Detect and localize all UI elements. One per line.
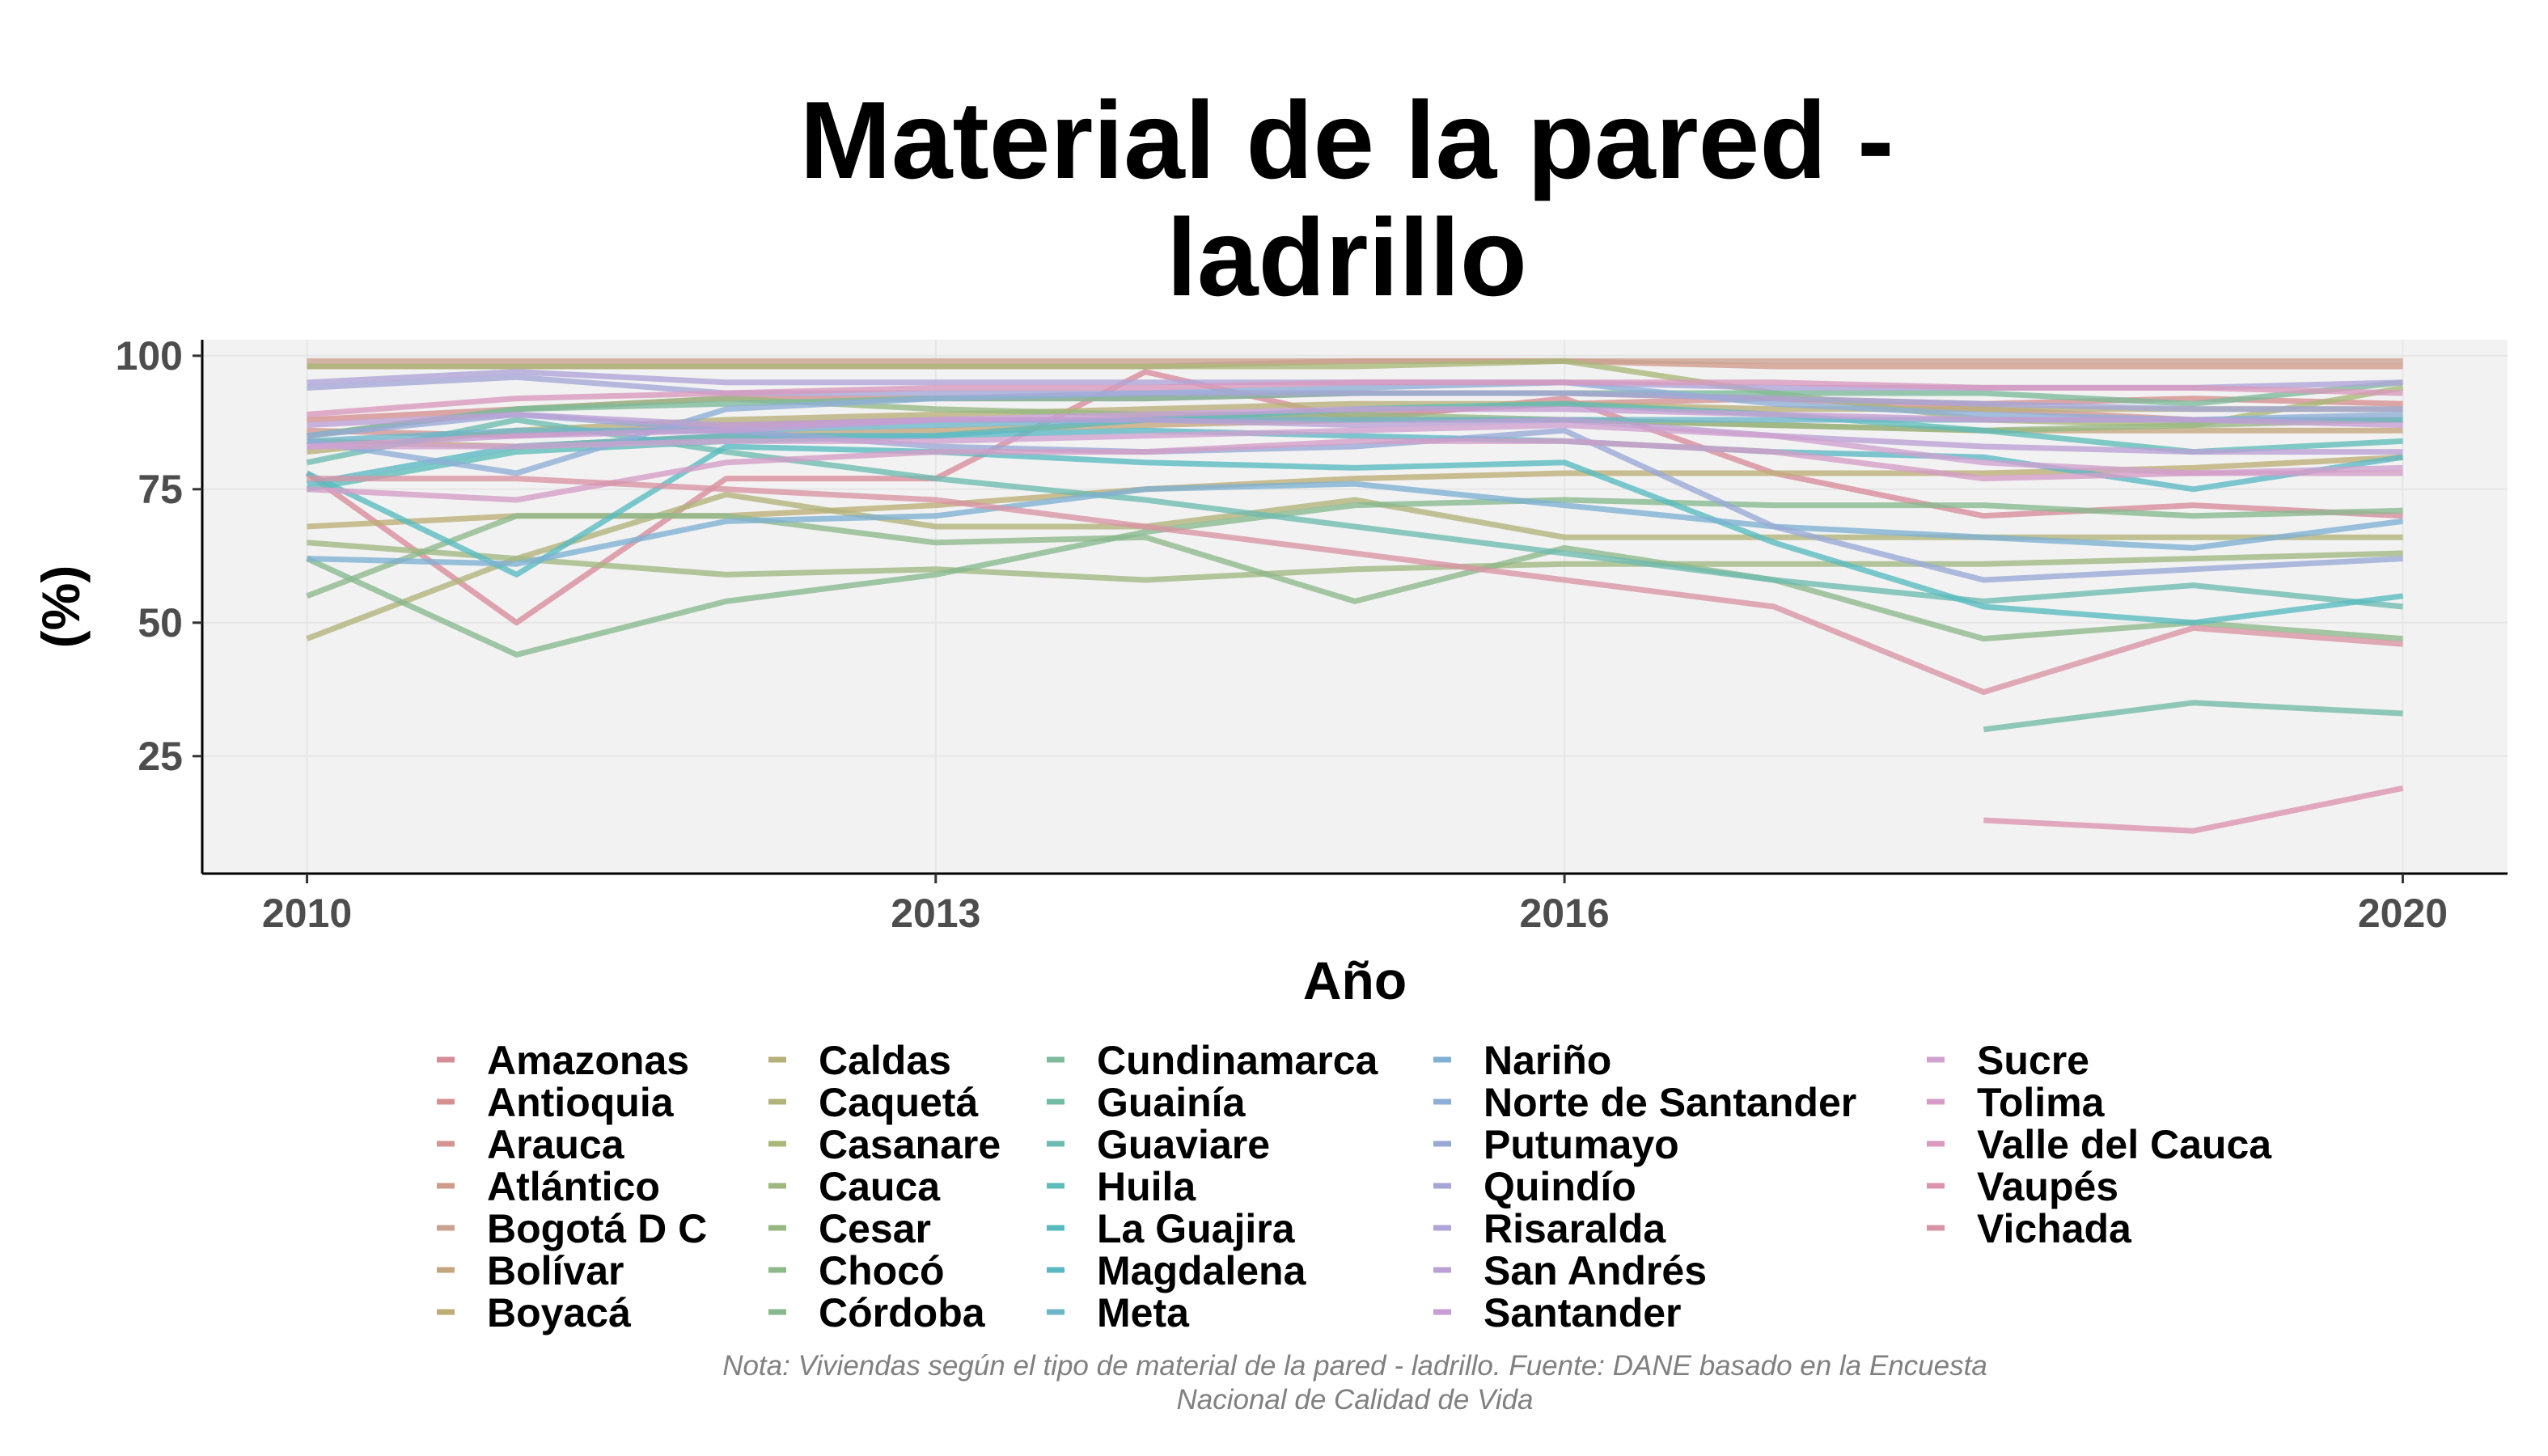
series-line (307, 396, 2403, 439)
x-tick-label: 2020 (2358, 891, 2448, 936)
legend-label: Tolima (1977, 1080, 2106, 1125)
series-line (307, 411, 2403, 583)
legend-label: Casanare (819, 1122, 1001, 1167)
legend-label: Caquetá (819, 1080, 978, 1125)
legend-label: Arauca (487, 1122, 625, 1167)
legend-label: Cesar (819, 1206, 931, 1251)
series-line (307, 480, 2403, 567)
series-line (307, 438, 2403, 503)
y-tick-label: 75 (138, 467, 183, 512)
series-line (307, 379, 2403, 417)
legend-label: Bolívar (487, 1248, 624, 1293)
legend-label: La Guajira (1097, 1206, 1296, 1251)
y-tick-label: 100 (116, 333, 183, 379)
series-line (307, 540, 2403, 583)
caption-line-2: Nacional de Calidad de Vida (1176, 1384, 1533, 1416)
legend-label: San Andrés (1484, 1248, 1707, 1293)
legend-label: Córdoba (819, 1290, 986, 1335)
legend-label: Atlántico (487, 1164, 660, 1209)
axis-ticks: 25 50 75 100 2010 2013 2016 2020 (116, 333, 2449, 936)
legend-label: Magdalena (1097, 1248, 1307, 1293)
legend-label: Boyacá (487, 1290, 631, 1335)
legend-label: Caldas (819, 1038, 951, 1083)
legend-label: Cundinamarca (1097, 1038, 1379, 1083)
legend-label: Huila (1097, 1164, 1196, 1209)
x-axis-title: Año (1303, 950, 1407, 1010)
y-tick-label: 50 (138, 600, 183, 645)
legend-label: Quindío (1484, 1164, 1636, 1209)
series-line (1983, 785, 2404, 834)
series-line (306, 513, 2403, 642)
x-tick-label: 2016 (1519, 891, 1609, 936)
series-line (1983, 700, 2403, 733)
legend-label: Santander (1484, 1290, 1682, 1335)
caption-line-1: Nota: Viviendas según el tipo de materia… (722, 1350, 1987, 1382)
legend-label: Norte de Santander (1484, 1080, 1856, 1125)
series-lines (305, 358, 2404, 834)
legend-label: Vichada (1977, 1206, 2132, 1251)
series-line (307, 406, 2403, 450)
series-line (305, 443, 2403, 626)
legend-label: Meta (1097, 1290, 1190, 1335)
series-line (307, 476, 2403, 696)
legend-label: Valle del Cauca (1977, 1122, 2272, 1167)
series-line (307, 422, 2403, 476)
legend-label: Nariño (1484, 1038, 1611, 1083)
x-tick-label: 2010 (262, 891, 352, 936)
series-line (307, 374, 2403, 413)
y-axis-title: (%) (31, 565, 91, 649)
legend-label: Antioquia (487, 1080, 675, 1125)
legend-label: Amazonas (487, 1038, 689, 1083)
series-line (307, 411, 2403, 455)
legend-label: Bogotá D C (487, 1206, 707, 1251)
legend-label: Chocó (819, 1248, 945, 1293)
chart-title-line-2: ladrillo (1166, 196, 1527, 319)
legend-label: Vaupés (1977, 1164, 2118, 1209)
x-tick-label: 2013 (891, 891, 980, 936)
y-tick-label: 25 (138, 734, 183, 779)
legend-label: Cauca (819, 1164, 941, 1209)
legend-label: Risaralda (1484, 1206, 1666, 1251)
chart-title-line-1: Material de la pared - (800, 78, 1894, 201)
legend-label: Putumayo (1484, 1122, 1679, 1167)
legend-label: Guaviare (1097, 1122, 1270, 1167)
legend-label: Sucre (1977, 1038, 2089, 1083)
legend-label: Guainía (1097, 1080, 1246, 1125)
series-line (306, 497, 2403, 658)
